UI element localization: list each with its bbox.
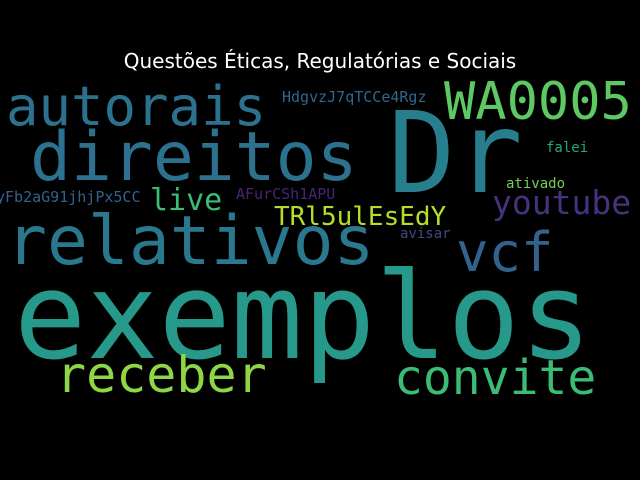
word-wa0005: WA0005 [444, 72, 632, 132]
word-falei: falei [546, 140, 589, 156]
word-autorais: autorais [6, 75, 267, 138]
word-avisar: avisar [400, 226, 451, 242]
word-youtube: youtube [492, 183, 632, 222]
word-hdgvzj7qtcce4rgz: HdgvzJ7qTCCe4Rgz [282, 88, 427, 106]
word-direitos: direitos [30, 118, 358, 197]
word-afurcsh1apu: AFurCSh1APU [236, 185, 336, 203]
word-exemplos: exemplos [14, 248, 592, 387]
word-relativos: relativos [6, 202, 375, 281]
page-title: Questões Éticas, Regulatórias e Sociais [123, 49, 517, 73]
word-trl5ulesedy: TRl5ulEsEdY [274, 202, 447, 232]
word-live: live [150, 183, 223, 218]
word-receber: receber [56, 346, 267, 404]
word-dr: Dr [388, 89, 523, 219]
word-convite: convite [394, 350, 597, 406]
word-yfb2ag91jhjpx5cc: yFb2aG91jhjPx5CC [0, 188, 141, 206]
word-vcf: vcf [456, 221, 554, 284]
word-ativado: ativado [506, 176, 566, 192]
